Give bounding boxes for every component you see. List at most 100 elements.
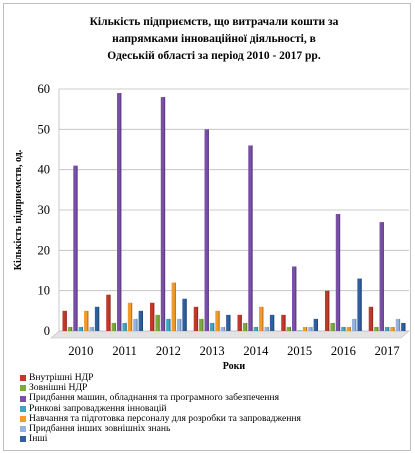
bar-shade: [169, 318, 171, 331]
bar-shade: [114, 322, 117, 331]
bar-shade: [213, 322, 215, 331]
bar-shade: [333, 322, 335, 331]
bar-shade: [92, 326, 94, 331]
bar: [292, 266, 297, 331]
bar: [324, 290, 330, 331]
bar-shade: [284, 314, 286, 331]
y-tick-label: 50: [38, 122, 51, 136]
bar-shade: [163, 97, 166, 331]
legend-label: Придбання інших зовнішніх знань: [29, 423, 171, 435]
bar: [308, 326, 313, 331]
legend-item: Придбання машин, обладнання та програмно…: [20, 393, 410, 403]
bar: [281, 314, 286, 331]
bar: [259, 306, 264, 331]
bar-shade: [65, 310, 67, 331]
bar-shade: [262, 306, 264, 331]
legend-label: Зовнішні НДР: [29, 382, 88, 394]
bar: [390, 326, 395, 331]
bar: [341, 326, 346, 331]
bar-shade: [349, 326, 351, 331]
legend-label: Внутрішні НДР: [29, 372, 94, 383]
bar: [401, 322, 406, 331]
bar: [127, 302, 133, 331]
chart-title-line-2: напрямками інноваційної діяльності, в: [112, 33, 316, 45]
bar: [346, 326, 351, 331]
bar: [220, 326, 226, 331]
legend-swatch: [20, 385, 26, 392]
bar: [78, 326, 84, 331]
bar-shade: [131, 302, 133, 331]
bar: [248, 145, 253, 331]
bar: [253, 326, 259, 331]
bar: [106, 294, 111, 331]
bar: [226, 314, 231, 331]
x-tick-label: 2014: [243, 344, 269, 358]
bar-shade: [316, 318, 319, 331]
bar-shade: [207, 129, 209, 331]
bar: [269, 314, 275, 331]
bar-shade: [311, 326, 313, 331]
x-tick-label: 2016: [331, 344, 356, 358]
bar: [215, 310, 220, 331]
x-tick-label: 2013: [200, 344, 225, 358]
chart-frame: Кількість підприємств, що витрачали кошт…: [3, 3, 411, 451]
bar-shade: [153, 302, 155, 331]
bar: [138, 310, 144, 331]
chart-title-line-3: Одеській області за період 2010 - 2017 р…: [107, 50, 321, 62]
bar: [160, 97, 166, 331]
bar-shade: [240, 314, 242, 331]
legend-swatch: [20, 436, 26, 443]
bar-shade: [185, 298, 187, 331]
bar-shade: [328, 290, 330, 331]
bar-shade: [267, 326, 269, 331]
bar-shade: [196, 306, 199, 331]
legend-item: Внутрішні НДР: [20, 372, 410, 383]
bar: [286, 326, 292, 331]
bar-shade: [218, 310, 220, 331]
bar: [89, 326, 94, 331]
bar: [204, 129, 209, 331]
bar: [84, 310, 89, 331]
bar-shade: [71, 326, 73, 331]
bar-shade: [125, 322, 127, 331]
bar: [117, 93, 122, 332]
bar-shade: [300, 330, 302, 331]
bar: [62, 310, 67, 331]
bar: [357, 278, 362, 331]
bar-shade: [355, 318, 357, 331]
y-tick-label: 20: [38, 243, 51, 257]
bar-shade: [256, 326, 259, 331]
bar-shade: [223, 326, 226, 331]
x-tick-label: 2015: [287, 344, 312, 358]
bar: [330, 322, 335, 331]
legend-item: Інші: [20, 434, 410, 444]
bar: [166, 318, 171, 331]
legend-item: Навчання та підготовка персоналу для роз…: [20, 412, 410, 424]
chart-grid: [58, 88, 409, 332]
bar: [313, 318, 319, 331]
bar-shade: [246, 322, 248, 331]
bar: [302, 326, 308, 331]
bar: [176, 318, 182, 331]
bar: [395, 318, 401, 331]
legend-label: Навчання та підготовка персоналу для роз…: [29, 412, 301, 424]
bar-shade: [404, 322, 406, 331]
x-axis-ticks: 2010 2011 2012 2013 2014 2015 2016 2017: [68, 344, 399, 358]
chart-legend: Внутрішні НДР Зовнішні НДР Придбання машин…: [20, 372, 410, 444]
bar-shade: [398, 318, 401, 331]
bar-shade: [388, 326, 390, 331]
chart-title: Кількість підприємств, що витрачали кошт…: [24, 14, 404, 65]
bar-shade: [141, 310, 144, 331]
bar-shade: [273, 314, 275, 331]
bar-shade: [87, 310, 89, 331]
legend-label: Придбання машин, обладнання та програмно…: [29, 392, 279, 404]
bar-shade: [306, 326, 308, 331]
bar: [193, 306, 199, 331]
bar: [242, 322, 248, 331]
x-tick-label: 2017: [375, 344, 400, 358]
bar-shade: [251, 145, 253, 331]
bar-shade: [136, 318, 138, 331]
legend-item: Ринкові запровадження інновацій: [20, 403, 410, 414]
legend-swatch: [20, 375, 26, 382]
bar-shade: [289, 326, 292, 331]
